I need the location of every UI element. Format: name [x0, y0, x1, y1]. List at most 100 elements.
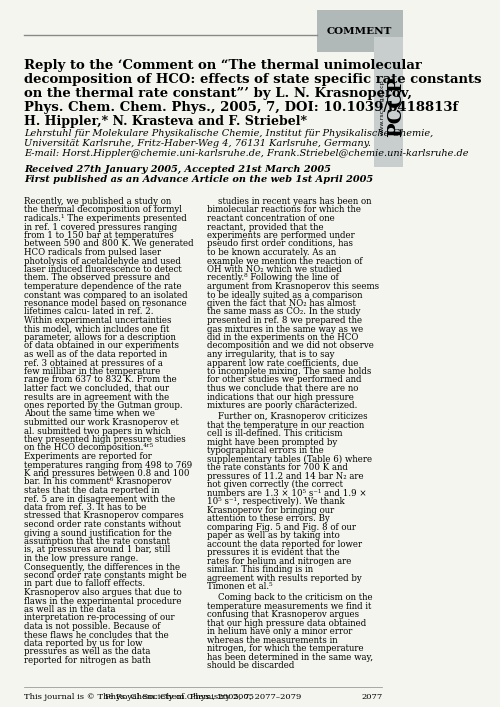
Text: in helium have only a minor error: in helium have only a minor error	[208, 627, 353, 636]
Text: that the temperature in our reaction: that the temperature in our reaction	[208, 421, 364, 430]
Text: mixtures are poorly characterized.: mixtures are poorly characterized.	[208, 401, 358, 410]
Text: paper as well as by taking into: paper as well as by taking into	[208, 531, 340, 540]
Text: in the low pressure range.: in the low pressure range.	[24, 554, 139, 563]
Text: Lehrstuhl für Molekulare Physikalische Chemie, Institut für Physikalische Chemie: Lehrstuhl für Molekulare Physikalische C…	[24, 129, 434, 138]
Text: parameter, allows for a description: parameter, allows for a description	[24, 333, 176, 342]
Text: experiments are performed under: experiments are performed under	[208, 231, 355, 240]
Text: to be known accurately. As an: to be known accurately. As an	[208, 248, 336, 257]
Text: them. The observed pressure and: them. The observed pressure and	[24, 274, 171, 283]
Text: gas mixtures in the same way as we: gas mixtures in the same way as we	[208, 325, 364, 334]
Text: decomposition of HCO: effects of state specific rate constants: decomposition of HCO: effects of state s…	[24, 73, 482, 86]
Text: has been determined in the same way,: has been determined in the same way,	[208, 653, 374, 662]
Text: PCCP: PCCP	[387, 77, 405, 137]
Text: assumption that the rate constant: assumption that the rate constant	[24, 537, 171, 546]
Text: Recently, we published a study on: Recently, we published a study on	[24, 197, 172, 206]
Text: is, at pressures around 1 bar, still: is, at pressures around 1 bar, still	[24, 546, 171, 554]
Text: temperature dependence of the rate: temperature dependence of the rate	[24, 282, 182, 291]
Text: pressures as well as the data: pressures as well as the data	[24, 648, 151, 657]
Text: ref. 3 obtained at pressures of a: ref. 3 obtained at pressures of a	[24, 358, 164, 368]
Text: submitted our work Krasnoperov et: submitted our work Krasnoperov et	[24, 418, 180, 427]
Text: Further on, Krasnoperov criticizes: Further on, Krasnoperov criticizes	[208, 412, 368, 421]
Text: OH with NO₂ which we studied: OH with NO₂ which we studied	[208, 265, 342, 274]
Text: confusing that Krasnoperov argues: confusing that Krasnoperov argues	[208, 610, 360, 619]
Text: al. submitted two papers in which: al. submitted two papers in which	[24, 426, 172, 436]
Text: second order rate constants without: second order rate constants without	[24, 520, 182, 529]
Text: reactant concentration of one: reactant concentration of one	[208, 214, 335, 223]
Text: this model, which includes one fit: this model, which includes one fit	[24, 325, 170, 334]
Text: pressures it is evident that the: pressures it is evident that the	[208, 548, 340, 557]
Text: whereas the measurements in: whereas the measurements in	[208, 636, 338, 645]
FancyBboxPatch shape	[318, 10, 402, 52]
Text: Krasnoperov for bringing our: Krasnoperov for bringing our	[208, 506, 334, 515]
Text: pressures of 11.2 and 14 bar N₂ are: pressures of 11.2 and 14 bar N₂ are	[208, 472, 364, 481]
Text: temperatures ranging from 498 to 769: temperatures ranging from 498 to 769	[24, 460, 192, 469]
Text: flaws in the experimental procedure: flaws in the experimental procedure	[24, 597, 182, 605]
Text: might have been prompted by: might have been prompted by	[208, 438, 338, 447]
Text: E-mail: Horst.Hippler@chemie.uni-karlsruhe.de, Frank.Striebel@chemie.uni-karlsru: E-mail: Horst.Hippler@chemie.uni-karlsru…	[24, 149, 469, 158]
Text: Timonen et al.⁵: Timonen et al.⁵	[208, 582, 273, 591]
Text: attention to these errors. By: attention to these errors. By	[208, 514, 330, 523]
Text: stressed that Krasnoperov compares: stressed that Krasnoperov compares	[24, 511, 184, 520]
Text: lifetimes calcu- lated in ref. 2.: lifetimes calcu- lated in ref. 2.	[24, 308, 154, 317]
Text: reported for nitrogen as bath: reported for nitrogen as bath	[24, 656, 151, 665]
Text: pseudo first order conditions, has: pseudo first order conditions, has	[208, 240, 354, 248]
Text: presented in ref. 8 we prepared the: presented in ref. 8 we prepared the	[208, 316, 362, 325]
Text: constant was compared to an isolated: constant was compared to an isolated	[24, 291, 188, 300]
Text: data reported by us for low: data reported by us for low	[24, 639, 143, 648]
Text: www.rsc.org/pccp: www.rsc.org/pccp	[380, 79, 385, 135]
Text: the same mass as CO₂. In the study: the same mass as CO₂. In the study	[208, 308, 361, 317]
Text: Received 27th January 2005, Accepted 21st March 2005: Received 27th January 2005, Accepted 21s…	[24, 165, 332, 174]
Text: data is not possible. Because of: data is not possible. Because of	[24, 622, 161, 631]
Text: decomposition and we did not observe: decomposition and we did not observe	[208, 341, 374, 351]
Text: these flaws he concludes that the: these flaws he concludes that the	[24, 631, 169, 640]
Text: Universität Karlsruhe, Fritz-Haber-Weg 4, 76131 Karlsruhe, Germany.: Universität Karlsruhe, Fritz-Haber-Weg 4…	[24, 139, 372, 148]
Text: Experiments are reported for: Experiments are reported for	[24, 452, 152, 461]
Text: Consequently, the differences in the: Consequently, the differences in the	[24, 563, 180, 571]
FancyBboxPatch shape	[374, 37, 402, 167]
Text: First published as an Advance Article on the web 1st April 2005: First published as an Advance Article on…	[24, 175, 374, 184]
Text: recently.⁸ Following the line of: recently.⁸ Following the line of	[208, 274, 339, 283]
Text: between 590 and 800 K. We generated: between 590 and 800 K. We generated	[24, 240, 194, 248]
Text: range from 637 to 832 K. From the: range from 637 to 832 K. From the	[24, 375, 177, 385]
Text: Krasnoperov also argues that due to: Krasnoperov also argues that due to	[24, 588, 182, 597]
Text: on the thermal rate constant”’ by L. N. Krasnoperov,: on the thermal rate constant”’ by L. N. …	[24, 87, 412, 100]
Text: interpretation re-processing of our: interpretation re-processing of our	[24, 614, 175, 622]
Text: of data obtained in our experiments: of data obtained in our experiments	[24, 341, 180, 351]
Text: example we mention the reaction of: example we mention the reaction of	[208, 257, 363, 266]
Text: given the fact that NO₂ has almost: given the fact that NO₂ has almost	[208, 299, 356, 308]
Text: agreement with results reported by: agreement with results reported by	[208, 573, 362, 583]
Text: not given correctly (the correct: not given correctly (the correct	[208, 480, 344, 489]
Text: reactant, provided that the: reactant, provided that the	[208, 223, 324, 231]
Text: apparent low rate coefficients, due: apparent low rate coefficients, due	[208, 358, 359, 368]
Text: similar. This finding is in: similar. This finding is in	[208, 565, 314, 574]
Text: data from ref. 3. It has to be: data from ref. 3. It has to be	[24, 503, 147, 512]
Text: ones reported by the Gutman group.: ones reported by the Gutman group.	[24, 401, 183, 410]
Text: K and pressures between 0.8 and 100: K and pressures between 0.8 and 100	[24, 469, 190, 478]
Text: HCO radicals from pulsed laser: HCO radicals from pulsed laser	[24, 248, 162, 257]
Text: to be ideally suited as a comparison: to be ideally suited as a comparison	[208, 291, 363, 300]
Text: Coming back to the criticism on the: Coming back to the criticism on the	[208, 593, 373, 602]
Text: for other studies we performed and: for other studies we performed and	[208, 375, 362, 385]
Text: few millibar in the temperature: few millibar in the temperature	[24, 367, 161, 376]
Text: COMMENT: COMMENT	[327, 26, 392, 35]
Text: on the HCO decomposition.⁴ʳ⁵: on the HCO decomposition.⁴ʳ⁵	[24, 443, 154, 452]
Text: laser induced fluorescence to detect: laser induced fluorescence to detect	[24, 265, 182, 274]
Text: This journal is © The Royal Society of Chemistry 2005: This journal is © The Royal Society of C…	[24, 693, 254, 701]
Text: temperature measurements we find it: temperature measurements we find it	[208, 602, 372, 611]
Text: nitrogen, for which the temperature: nitrogen, for which the temperature	[208, 644, 364, 653]
Text: did in the experiments on the HCO: did in the experiments on the HCO	[208, 333, 359, 342]
Text: Within experimental uncertainties: Within experimental uncertainties	[24, 316, 172, 325]
Text: Phys. Chem. Chem. Phys., 2005, 7, 2077–2079: Phys. Chem. Chem. Phys., 2005, 7, 2077–2…	[105, 693, 302, 701]
Text: photolysis of acetaldehyde and used: photolysis of acetaldehyde and used	[24, 257, 182, 266]
Text: in part due to falloff effects.: in part due to falloff effects.	[24, 580, 146, 588]
Text: that our high pressure data obtained: that our high pressure data obtained	[208, 619, 366, 628]
Text: results are in agreement with the: results are in agreement with the	[24, 392, 170, 402]
Text: thus we conclude that there are no: thus we conclude that there are no	[208, 384, 359, 393]
Text: as well as of the data reported in: as well as of the data reported in	[24, 350, 168, 359]
Text: Reply to the ‘Comment on “The thermal unimolecular: Reply to the ‘Comment on “The thermal un…	[24, 59, 422, 72]
Text: indications that our high pressure: indications that our high pressure	[208, 392, 354, 402]
Text: H. Hippler,* N. Krasteva and F. Striebel*: H. Hippler,* N. Krasteva and F. Striebel…	[24, 115, 308, 128]
Text: ref. 5 are in disagreement with the: ref. 5 are in disagreement with the	[24, 494, 176, 503]
Text: typographical errors in the: typographical errors in the	[208, 446, 324, 455]
Text: in ref. 1 covered pressures ranging: in ref. 1 covered pressures ranging	[24, 223, 178, 231]
